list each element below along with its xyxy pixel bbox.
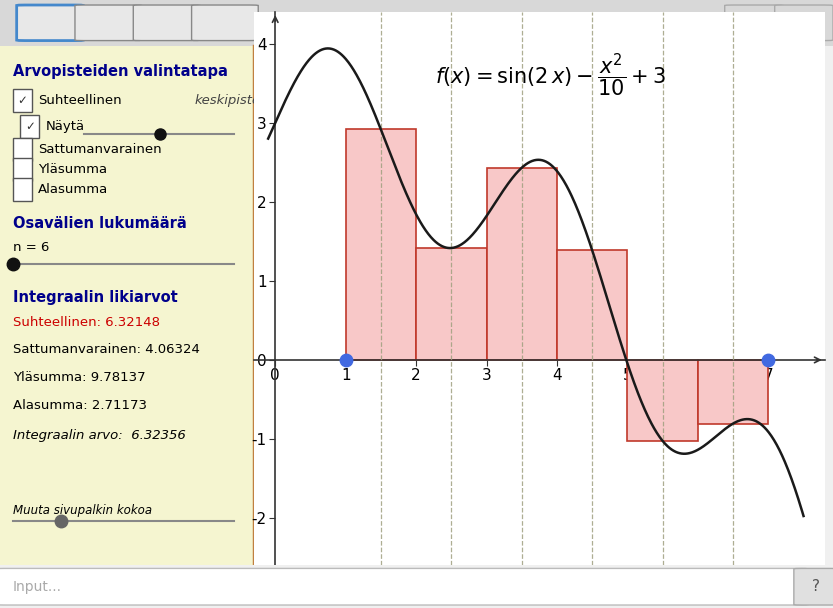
FancyBboxPatch shape	[20, 115, 39, 137]
Bar	[627, 360, 698, 441]
Text: Näytä: Näytä	[46, 120, 85, 133]
Text: Alasumma: Alasumma	[38, 182, 108, 196]
FancyBboxPatch shape	[794, 568, 833, 605]
Point	[761, 355, 775, 365]
Text: Alasumma: 2.71173: Alasumma: 2.71173	[12, 399, 147, 412]
Bar	[486, 168, 557, 360]
Text: ✓: ✓	[17, 94, 27, 106]
Text: Arvopisteiden valintatapa: Arvopisteiden valintatapa	[12, 64, 227, 79]
FancyBboxPatch shape	[192, 5, 258, 41]
Text: n = 6: n = 6	[12, 241, 49, 254]
Bar	[416, 248, 486, 360]
Text: keskipiste: keskipiste	[195, 94, 261, 106]
Point	[339, 355, 352, 365]
FancyBboxPatch shape	[12, 138, 32, 161]
Bar	[698, 360, 768, 424]
Text: Osavälien lukumäärä: Osavälien lukumäärä	[12, 216, 187, 231]
FancyBboxPatch shape	[12, 89, 32, 112]
Text: Sattumanvarainen: Sattumanvarainen	[38, 143, 162, 156]
FancyBboxPatch shape	[725, 5, 783, 41]
Text: Input...: Input...	[12, 579, 62, 594]
Text: Suhteellinen: 6.32148: Suhteellinen: 6.32148	[12, 316, 160, 329]
FancyBboxPatch shape	[12, 158, 32, 181]
FancyBboxPatch shape	[12, 178, 32, 201]
FancyBboxPatch shape	[17, 5, 83, 41]
Text: Muuta sivupalkin kokoa: Muuta sivupalkin kokoa	[12, 504, 152, 517]
Text: Yläsumma: 9.78137: Yläsumma: 9.78137	[12, 371, 145, 384]
Text: Integraalin likiarvot: Integraalin likiarvot	[12, 290, 177, 305]
Text: Integraalin arvo:  6.32356: Integraalin arvo: 6.32356	[12, 429, 186, 442]
Text: $f(x) = \sin(2\,x) - \dfrac{x^2}{10} + 3$: $f(x) = \sin(2\,x) - \dfrac{x^2}{10} + 3…	[436, 51, 666, 98]
Text: Yläsumma: Yläsumma	[38, 163, 107, 176]
Text: ?: ?	[812, 579, 820, 594]
Bar	[346, 130, 416, 360]
Text: ✓: ✓	[25, 120, 35, 133]
FancyBboxPatch shape	[75, 5, 142, 41]
FancyBboxPatch shape	[133, 5, 200, 41]
Text: Suhteellinen: Suhteellinen	[38, 94, 122, 106]
FancyBboxPatch shape	[0, 568, 808, 605]
Bar	[557, 250, 627, 360]
FancyBboxPatch shape	[775, 5, 833, 41]
Text: Sattumanvarainen: 4.06324: Sattumanvarainen: 4.06324	[12, 344, 200, 356]
